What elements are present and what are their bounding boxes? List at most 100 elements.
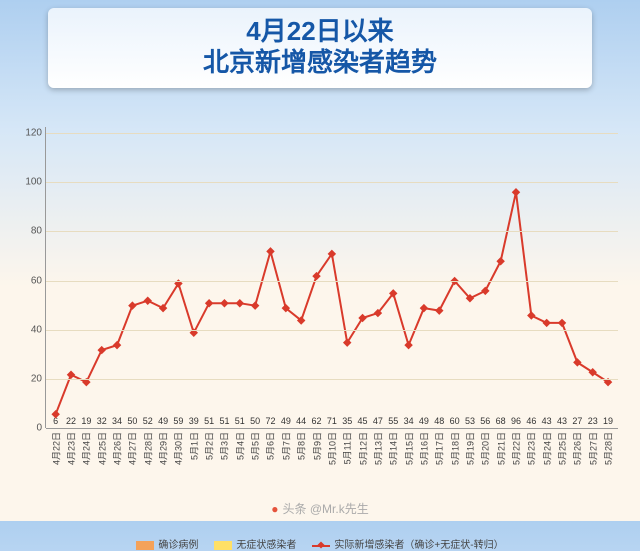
x-axis-label: 5月27日 xyxy=(586,432,599,465)
x-axis-label: 5月6日 xyxy=(264,432,277,460)
data-label: 47 xyxy=(373,416,383,426)
legend-label: 无症状感染者 xyxy=(236,540,296,551)
x-axis-label: 5月8日 xyxy=(295,432,308,460)
gridline xyxy=(46,379,618,380)
watermark-text: 头条 @Mr.k先生 xyxy=(283,502,369,516)
watermark-bullet-icon: ● xyxy=(271,502,278,516)
x-axis-label: 5月16日 xyxy=(417,432,430,465)
y-axis-label: 80 xyxy=(18,226,42,237)
data-label: 43 xyxy=(557,416,567,426)
chart-area: 64月22日224月23日194月24日324月25日344月26日504月27… xyxy=(16,133,624,479)
x-axis-label: 5月15日 xyxy=(402,432,415,465)
gridline xyxy=(46,133,618,134)
x-axis-label: 5月7日 xyxy=(279,432,292,460)
data-label: 39 xyxy=(189,416,199,426)
x-axis-label: 5月4日 xyxy=(233,432,246,460)
y-axis-label: 100 xyxy=(18,177,42,188)
data-label: 56 xyxy=(480,416,490,426)
x-axis-label: 5月17日 xyxy=(433,432,446,465)
gridline xyxy=(46,231,618,232)
chart-title-line2: 北京新增感染者趋势 xyxy=(60,47,580,78)
gridline xyxy=(46,182,618,183)
x-axis-label: 4月23日 xyxy=(65,432,78,465)
data-label: 62 xyxy=(312,416,322,426)
legend-item: 实际新增感染者（确诊+无症状-转归） xyxy=(312,536,503,551)
data-label: 68 xyxy=(496,416,506,426)
data-label: 48 xyxy=(434,416,444,426)
x-axis-label: 5月12日 xyxy=(356,432,369,465)
data-label: 96 xyxy=(511,416,521,426)
y-axis-label: 0 xyxy=(18,423,42,434)
data-label: 34 xyxy=(404,416,414,426)
x-axis-label: 5月3日 xyxy=(218,432,231,460)
data-label: 27 xyxy=(572,416,582,426)
y-axis-label: 60 xyxy=(18,275,42,286)
y-axis-label: 40 xyxy=(18,324,42,335)
x-axis-label: 5月22日 xyxy=(509,432,522,465)
data-label: 6 xyxy=(53,416,58,426)
legend-label: 确诊病例 xyxy=(158,540,198,551)
data-label: 32 xyxy=(97,416,107,426)
data-label: 55 xyxy=(388,416,398,426)
x-axis-label: 4月28日 xyxy=(141,432,154,465)
x-axis-label: 4月26日 xyxy=(111,432,124,465)
x-axis-label: 5月25日 xyxy=(556,432,569,465)
data-label: 50 xyxy=(127,416,137,426)
x-axis-label: 5月28日 xyxy=(602,432,615,465)
x-axis-label: 5月11日 xyxy=(341,432,354,464)
x-axis-label: 5月2日 xyxy=(203,432,216,460)
legend-label: 实际新增感染者（确诊+无症状-转归） xyxy=(334,540,503,551)
gridline xyxy=(46,330,618,331)
data-label: 51 xyxy=(204,416,214,426)
x-axis-label: 5月26日 xyxy=(571,432,584,465)
data-label: 52 xyxy=(143,416,153,426)
x-axis-label: 4月22日 xyxy=(49,432,62,465)
y-axis-label: 20 xyxy=(18,373,42,384)
data-label: 35 xyxy=(342,416,352,426)
data-label: 43 xyxy=(542,416,552,426)
legend-item: 无症状感染者 xyxy=(214,536,296,551)
x-axis-label: 4月27日 xyxy=(126,432,139,465)
x-axis-label: 5月5日 xyxy=(249,432,262,460)
y-axis-label: 120 xyxy=(18,128,42,139)
data-label: 45 xyxy=(358,416,368,426)
data-label: 46 xyxy=(526,416,536,426)
x-axis-label: 5月1日 xyxy=(187,432,200,460)
gridline xyxy=(46,281,618,282)
plot-region: 64月22日224月23日194月24日324月25日344月26日504月27… xyxy=(46,133,618,429)
data-label: 51 xyxy=(235,416,245,426)
data-label: 72 xyxy=(265,416,275,426)
x-axis-label: 4月30日 xyxy=(172,432,185,465)
x-axis-label: 4月29日 xyxy=(157,432,170,465)
legend-line-icon xyxy=(312,541,330,550)
x-axis-label: 5月20日 xyxy=(479,432,492,465)
data-label: 19 xyxy=(81,416,91,426)
data-label: 34 xyxy=(112,416,122,426)
data-label: 49 xyxy=(281,416,291,426)
legend-swatch-icon xyxy=(214,541,232,550)
data-label: 23 xyxy=(588,416,598,426)
data-label: 22 xyxy=(66,416,76,426)
chart-title-line1: 4月22日以来 xyxy=(60,16,580,47)
x-axis-label: 5月21日 xyxy=(494,432,507,465)
x-axis-label: 5月23日 xyxy=(525,432,538,465)
data-label: 53 xyxy=(465,416,475,426)
x-axis-label: 5月24日 xyxy=(540,432,553,465)
data-label: 51 xyxy=(219,416,229,426)
data-label: 71 xyxy=(327,416,337,426)
legend-item: 确诊病例 xyxy=(136,536,198,551)
x-axis-label: 5月10日 xyxy=(325,432,338,465)
legend-swatch-icon xyxy=(136,541,154,550)
chart-header: 4月22日以来 北京新增感染者趋势 xyxy=(48,8,592,88)
x-axis-label: 5月14日 xyxy=(387,432,400,465)
x-axis-label: 5月18日 xyxy=(448,432,461,465)
x-axis-label: 5月9日 xyxy=(310,432,323,460)
watermark: ● 头条 @Mr.k先生 xyxy=(0,500,640,517)
data-label: 49 xyxy=(158,416,168,426)
data-label: 44 xyxy=(296,416,306,426)
data-label: 59 xyxy=(173,416,183,426)
data-label: 60 xyxy=(450,416,460,426)
legend: 确诊病例 无症状感染者 实际新增感染者（确诊+无症状-转归） xyxy=(16,536,624,551)
data-label: 50 xyxy=(250,416,260,426)
x-axis-label: 4月25日 xyxy=(95,432,108,465)
